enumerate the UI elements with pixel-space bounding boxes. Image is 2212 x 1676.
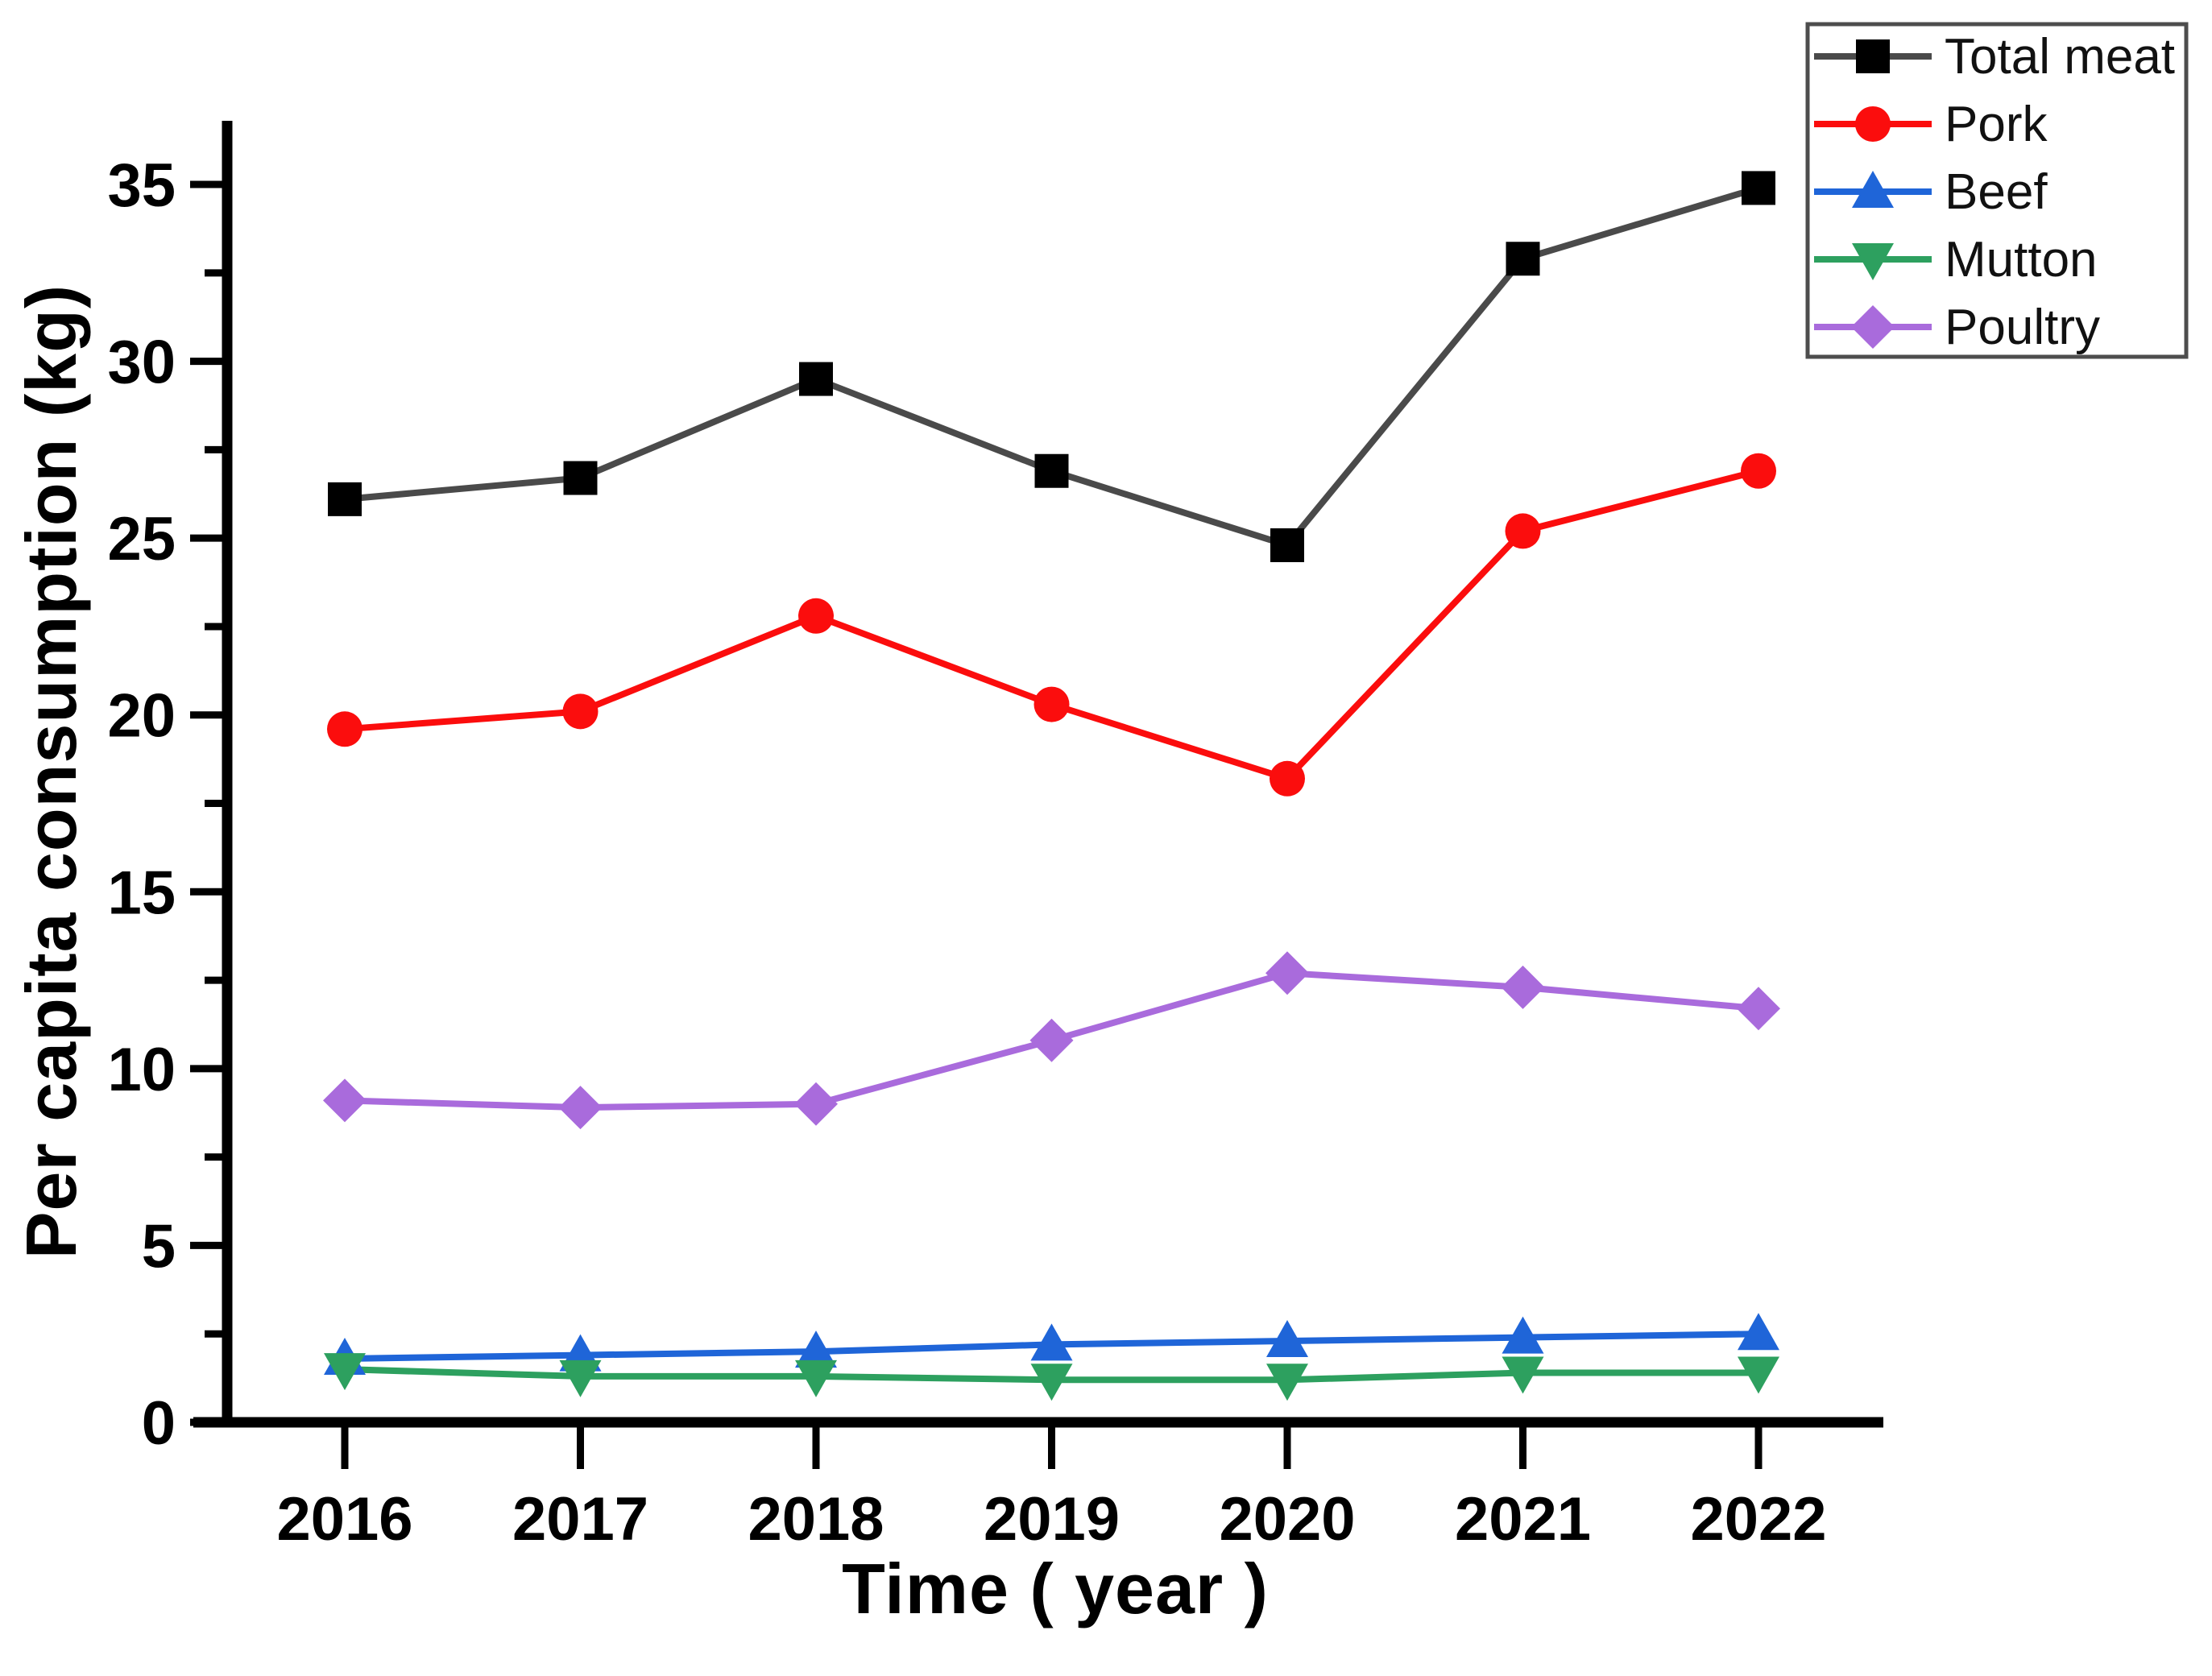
marker-mutton-2020 bbox=[1266, 1364, 1308, 1401]
series-line-total-meat bbox=[344, 184, 1760, 548]
x-axis-title: Time ( year ) bbox=[842, 1549, 1269, 1628]
x-tick-label-2017: 2017 bbox=[512, 1485, 648, 1554]
marker-poultry-2019 bbox=[1029, 1018, 1074, 1062]
marker-beef-2019 bbox=[1030, 1323, 1073, 1361]
legend-label-poultry: Poultry bbox=[1945, 300, 2100, 355]
legend-mutton-icon bbox=[1852, 243, 1894, 280]
legend-pork-icon bbox=[1855, 106, 1891, 142]
legend-label-beef: Beef bbox=[1945, 164, 2048, 220]
legend-total-meat-icon bbox=[1856, 39, 1890, 73]
marker-mutton-2016 bbox=[324, 1353, 366, 1391]
marker-mutton-2021 bbox=[1502, 1356, 1544, 1394]
marker-pork-2022 bbox=[1741, 453, 1776, 489]
marker-pork-2017 bbox=[562, 693, 599, 730]
y-axis-title: Per capita consumption (kg) bbox=[11, 283, 91, 1260]
marker-mutton-2022 bbox=[1738, 1356, 1779, 1394]
marker-poultry-2018 bbox=[794, 1082, 838, 1126]
x-tick-label-2018: 2018 bbox=[748, 1485, 884, 1554]
marker-poultry-2020 bbox=[1265, 951, 1309, 995]
y-tick-label-25: 25 bbox=[107, 505, 176, 573]
legend-label-mutton: Mutton bbox=[1945, 232, 2098, 288]
marker-beef-2022 bbox=[1738, 1313, 1779, 1351]
marker-total-meat-2017 bbox=[563, 461, 598, 495]
y-tick-label-0: 0 bbox=[142, 1389, 176, 1458]
marker-poultry-2022 bbox=[1737, 987, 1780, 1031]
marker-beef-2020 bbox=[1266, 1320, 1308, 1357]
marker-total-meat-2016 bbox=[328, 482, 362, 516]
marker-total-meat-2020 bbox=[1270, 528, 1304, 562]
marker-mutton-2017 bbox=[559, 1359, 602, 1397]
x-tick-label-2021: 2021 bbox=[1455, 1485, 1591, 1554]
legend-label-total-meat: Total meat bbox=[1945, 29, 2175, 85]
marker-pork-2020 bbox=[1270, 760, 1305, 797]
marker-total-meat-2018 bbox=[799, 362, 833, 396]
y-tick-label-35: 35 bbox=[107, 151, 176, 220]
marker-pork-2021 bbox=[1505, 513, 1541, 549]
y-tick-label-10: 10 bbox=[107, 1036, 176, 1104]
marker-poultry-2016 bbox=[323, 1078, 367, 1123]
marker-pork-2019 bbox=[1034, 686, 1070, 722]
marker-pork-2016 bbox=[327, 711, 362, 747]
x-tick-label-2020: 2020 bbox=[1219, 1485, 1355, 1554]
y-tick-label-15: 15 bbox=[107, 859, 176, 927]
marker-poultry-2017 bbox=[558, 1086, 603, 1130]
marker-beef-2018 bbox=[795, 1330, 837, 1368]
series-line-pork bbox=[344, 467, 1759, 782]
marker-pork-2018 bbox=[798, 598, 834, 634]
marker-mutton-2019 bbox=[1030, 1364, 1073, 1401]
marker-beef-2021 bbox=[1502, 1316, 1544, 1354]
marker-total-meat-2021 bbox=[1506, 242, 1540, 276]
marker-poultry-2021 bbox=[1501, 965, 1545, 1009]
y-tick-label-20: 20 bbox=[107, 682, 176, 751]
x-tick-label-2019: 2019 bbox=[984, 1485, 1120, 1554]
marker-mutton-2018 bbox=[795, 1359, 837, 1397]
marker-total-meat-2019 bbox=[1034, 453, 1069, 488]
x-tick-label-2016: 2016 bbox=[276, 1485, 412, 1554]
legend-label-pork: Pork bbox=[1945, 97, 2048, 152]
marker-total-meat-2022 bbox=[1742, 171, 1775, 205]
x-tick-label-2022: 2022 bbox=[1690, 1485, 1826, 1554]
y-tick-label-30: 30 bbox=[107, 329, 176, 397]
legend-poultry-icon bbox=[1851, 305, 1895, 349]
legend-beef-icon bbox=[1852, 171, 1894, 208]
y-tick-label-5: 5 bbox=[142, 1212, 176, 1281]
legend-box bbox=[1805, 22, 2189, 359]
